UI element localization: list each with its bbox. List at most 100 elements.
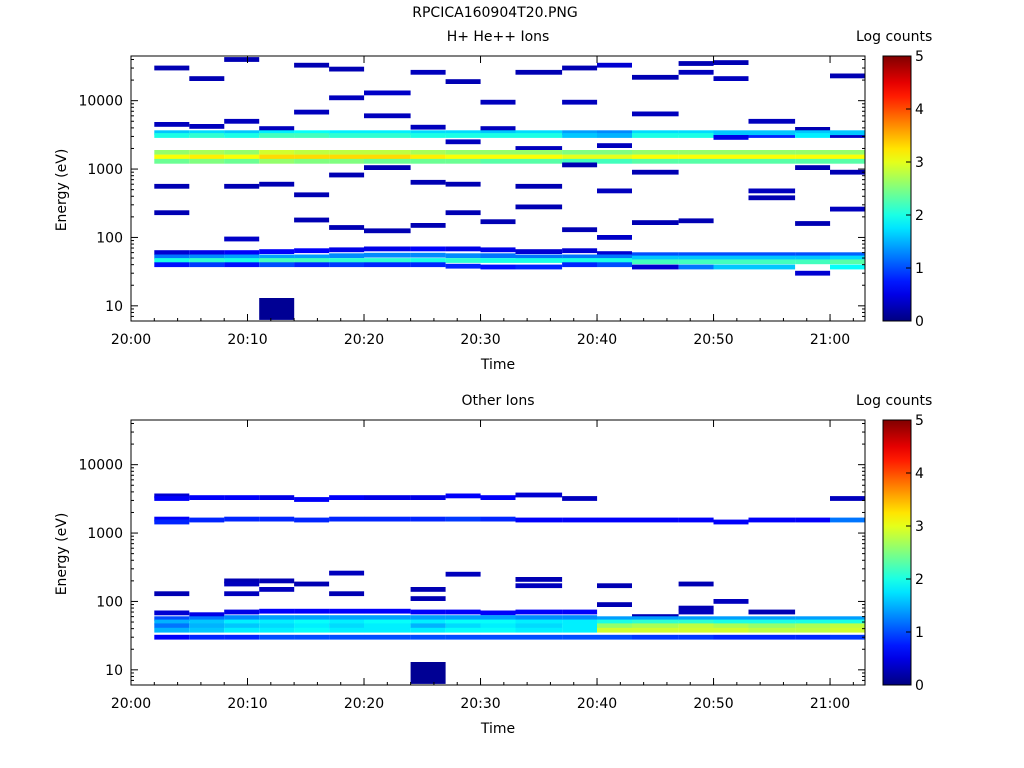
spectrogram-cell [713,252,749,258]
spectrogram-cell [597,188,632,194]
spectrogram-cell [445,130,481,136]
y-tick-label: 10000 [78,94,123,110]
spectrogram-cell [562,623,598,629]
spectrogram-cell [597,251,632,256]
spectrogram-cell [562,99,598,105]
spectrogram-cell [678,623,714,629]
spectrogram-cell [830,133,865,138]
spectrogram-cell [830,616,865,622]
spectrogram-cell [364,258,411,263]
spectrogram-cell [632,130,679,136]
spectrogram-cell [189,612,225,618]
x-tick-label: 20:50 [693,332,733,348]
y-tick-label: 100 [96,594,123,610]
colorbar-title: Log counts [856,393,933,409]
x-axis-label: Time [480,357,516,373]
spectrogram-cell [515,133,563,138]
spectrogram-cell [748,154,796,160]
spectrogram-cell [329,623,365,629]
spectrogram-cell [678,616,714,622]
spectrogram-cell [597,130,632,136]
spectrogram-cell [830,627,865,633]
spectrogram-cell [515,154,563,160]
spectrogram-cell [154,627,190,633]
spectrogram-cell [189,495,225,500]
spectrogram-cell [795,623,831,629]
spectrogram-cell [364,165,411,170]
spectrogram-cell [795,619,831,625]
spectrogram-cell [632,255,679,261]
spectrogram-cell [364,615,411,620]
spectrogram-cell [154,122,190,127]
spectrogram-cell [597,133,632,138]
spectrogram-cell [515,517,563,523]
spectrogram-cell [224,495,260,500]
colorbar-tick-label: 0 [915,678,924,694]
spectrogram-cell [364,246,411,252]
spectrogram-cell [515,150,563,155]
spectrogram-cell [154,493,190,499]
spectrogram-cell [329,225,365,230]
spectrogram-cell [748,627,796,633]
spectrogram-cell [329,495,365,500]
spectrogram-cell [364,133,411,138]
spectrogram-cell [364,262,411,268]
spectrogram-cell [713,76,749,81]
spectrogram-cell [154,133,190,138]
spectrogram-cell [597,627,632,633]
colorbar-tick-label: 4 [915,466,924,482]
spectrogram-cell [364,113,411,119]
spectrogram-cell [445,571,481,577]
spectrogram-cell [259,578,295,584]
spectrogram-cell [364,627,411,633]
spectrogram-cell [364,634,411,640]
spectrogram-cell [259,619,295,625]
spectrogram-cell [713,130,749,136]
spectrogram-cell [713,634,749,640]
spectrogram-cell [515,615,563,620]
spectrogram-cell [224,158,260,164]
spectrogram-cell [259,587,295,592]
spectrogram-cell [632,623,679,629]
spectrogram-cell [294,254,330,260]
spectrogram-cell [224,133,260,138]
colorbar-tick-label: 3 [915,519,924,535]
spectrogram-cell [562,615,598,620]
spectrogram-cell [445,258,481,263]
spectrogram-cell [364,495,411,500]
spectrogram-cell [364,608,411,614]
spectrogram-cell [329,619,365,625]
spectrogram-cell [410,662,446,684]
spectrogram-cell [830,73,865,79]
spectrogram-cell [748,158,796,164]
spectrogram-cell [410,252,446,258]
spectrogram-cell [562,65,598,71]
spectrogram-cell [678,609,714,615]
spectrogram-cell [445,154,481,160]
spectrogram-cell [445,210,481,216]
spectrogram-cell [632,619,679,625]
spectrogram-cell [259,298,295,320]
y-tick-label: 1000 [87,526,123,542]
spectrogram-cell [294,109,330,115]
spectrogram-cell [294,623,330,629]
spectrogram-cell [189,627,225,633]
spectrogram-cell [678,150,714,155]
spectrogram-cell [410,258,446,263]
chart-title: H+ He++ Ions [446,29,550,45]
spectrogram-cell [364,150,411,155]
spectrogram-cell [678,255,714,261]
spectrogram-cell [294,62,330,68]
spectrogram-cell [830,150,865,155]
spectrogram-cell [445,493,481,499]
spectrogram-cell [480,158,516,164]
spectrogram-cell [189,262,225,268]
spectrogram-cell [329,262,365,268]
spectrogram-cell [597,62,632,68]
spectrogram-cell [748,255,796,261]
spectrogram-cell [830,252,865,258]
spectrogram-cell [294,192,330,198]
spectrogram-cell [713,264,749,270]
spectrogram-cell [678,61,714,66]
spectrogram-cell [597,235,632,240]
